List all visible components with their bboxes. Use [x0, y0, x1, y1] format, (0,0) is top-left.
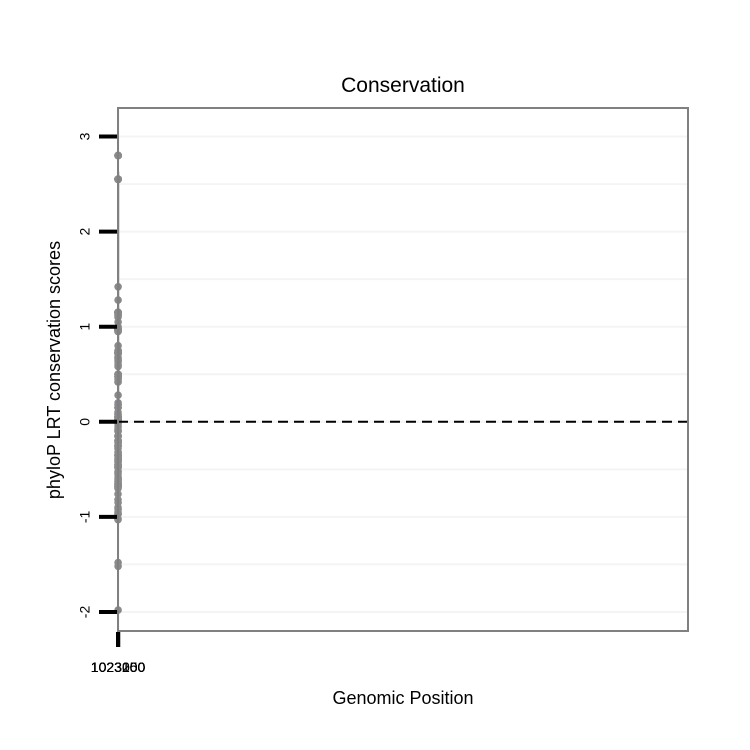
x-axis-title: Genomic Position: [332, 688, 473, 708]
plot-panel: [118, 108, 688, 631]
y-tick-label: 0: [77, 418, 93, 426]
x-tick-label: 1023000: [91, 659, 146, 675]
y-axis: -2 -1 0 1 2 3: [77, 132, 117, 618]
y-tick-label: -2: [77, 606, 93, 619]
y-tick-label: 3: [77, 132, 93, 140]
y-tick-label: -1: [77, 510, 93, 523]
x-tick-label: 1023100: [91, 659, 146, 675]
x-tick-label: 1023050: [91, 659, 146, 675]
y-axis-title: phyloP LRT conservation scores: [44, 241, 64, 499]
panel-border: [117, 107, 689, 632]
y-tick-label: 1: [77, 323, 93, 331]
x-tick-label: 1023150: [91, 659, 146, 675]
chart-title: Conservation: [341, 74, 465, 97]
y-tick-label: 2: [77, 228, 93, 236]
x-tick-label: 1023200: [91, 659, 146, 675]
